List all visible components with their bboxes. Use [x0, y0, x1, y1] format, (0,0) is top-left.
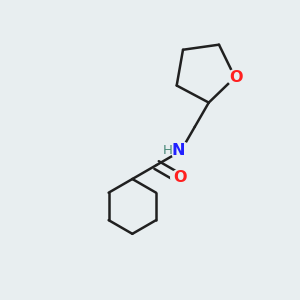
Text: O: O [229, 70, 242, 85]
Text: O: O [173, 170, 187, 185]
Circle shape [171, 142, 190, 160]
Text: N: N [172, 143, 185, 158]
Circle shape [171, 170, 186, 185]
Text: H: H [163, 144, 172, 157]
Circle shape [227, 70, 243, 85]
